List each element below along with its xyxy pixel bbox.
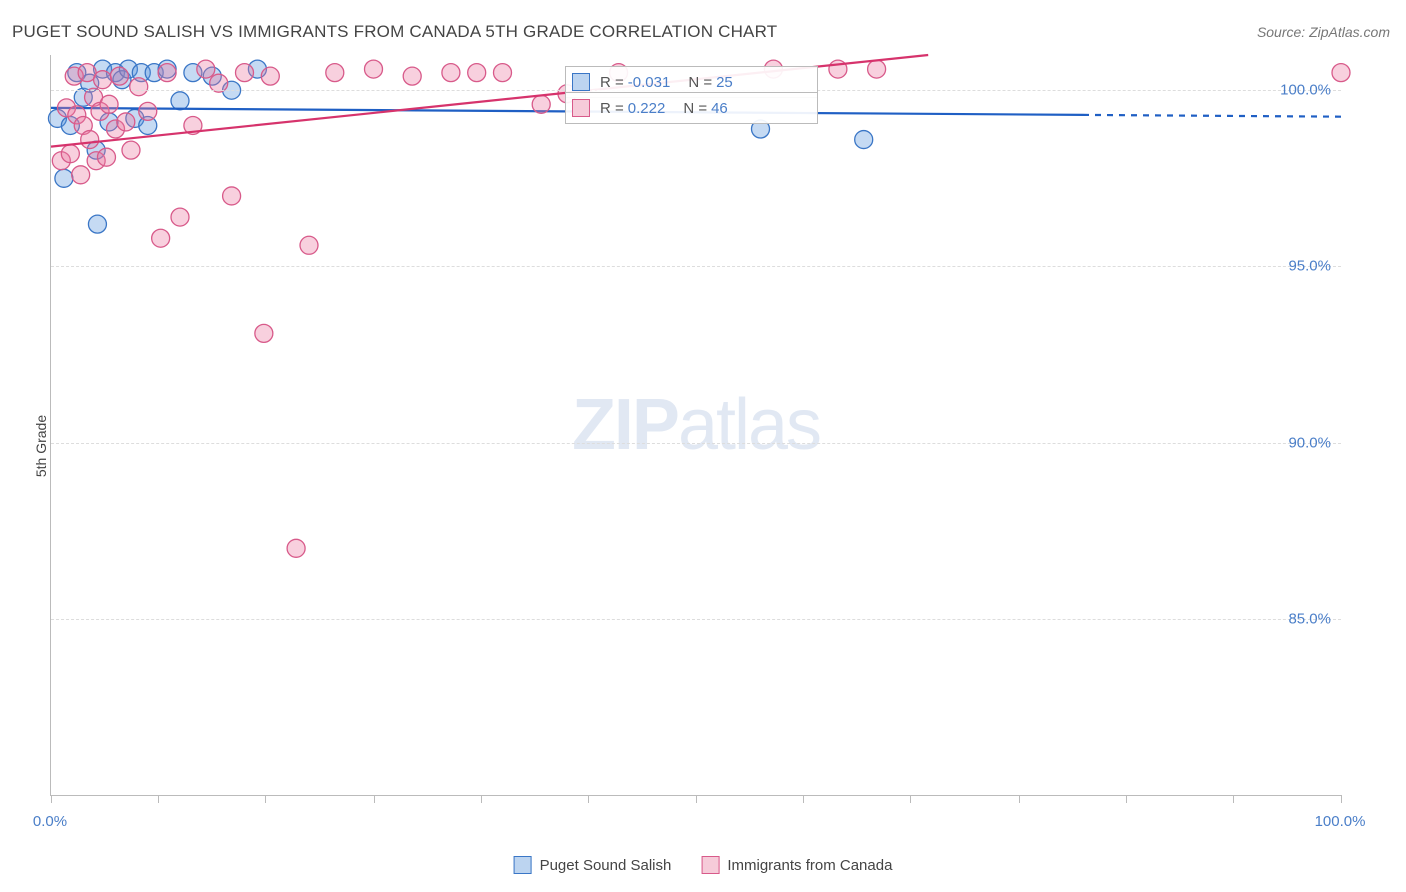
x-tick-label: 0.0% xyxy=(33,813,67,830)
legend-item-series1: Puget Sound Salish xyxy=(514,856,672,874)
legend: Puget Sound Salish Immigrants from Canad… xyxy=(514,856,893,874)
y-tick-label: 95.0% xyxy=(1288,258,1331,275)
x-tick-label: 100.0% xyxy=(1315,813,1366,830)
chart-svg xyxy=(51,55,1341,795)
swatch-icon xyxy=(572,99,590,117)
chart-title: PUGET SOUND SALISH VS IMMIGRANTS FROM CA… xyxy=(12,22,777,42)
plot-area: ZIPatlas 85.0%90.0%95.0%100.0% xyxy=(50,55,1341,796)
legend-label: Puget Sound Salish xyxy=(540,857,672,874)
swatch-icon xyxy=(701,856,719,874)
swatch-icon xyxy=(514,856,532,874)
source-attribution: Source: ZipAtlas.com xyxy=(1257,24,1390,40)
y-tick-label: 100.0% xyxy=(1280,82,1331,99)
swatch-icon xyxy=(572,73,590,91)
legend-item-series2: Immigrants from Canada xyxy=(701,856,892,874)
legend-label: Immigrants from Canada xyxy=(727,857,892,874)
y-tick-label: 85.0% xyxy=(1288,610,1331,627)
y-tick-label: 90.0% xyxy=(1288,434,1331,451)
stats-box-series2: R = 0.222 N = 46 xyxy=(565,92,818,124)
y-axis-label: 5th Grade xyxy=(33,415,49,477)
